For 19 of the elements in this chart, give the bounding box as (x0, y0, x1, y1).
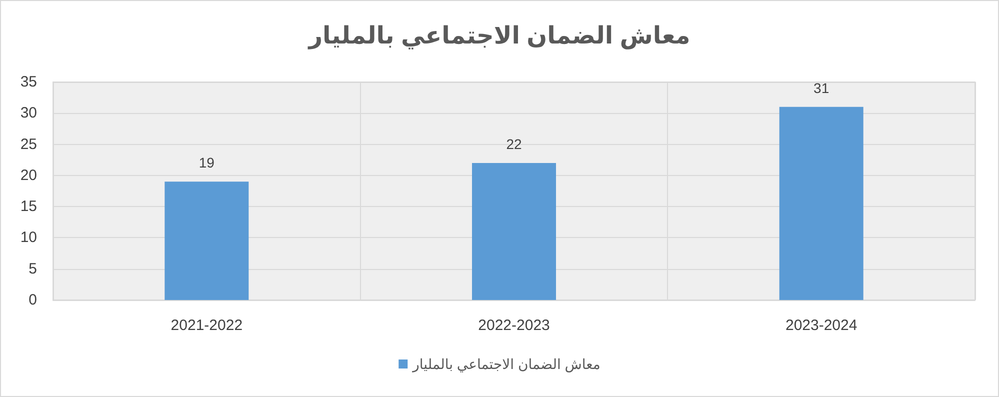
y-tick-label: 10 (20, 229, 37, 246)
y-tick-label: 5 (28, 260, 37, 278)
y-tick-label: 30 (20, 104, 37, 122)
bar (164, 182, 249, 300)
x-tick-label: 2022-2023 (478, 317, 550, 334)
y-tick-label: 0 (28, 292, 37, 308)
x-tick-label: 2021-2022 (170, 317, 243, 334)
y-tick-label: 25 (20, 136, 37, 153)
chart-title: معاش الضمان الاجتماعي بالمليار (308, 22, 690, 50)
data-label: 22 (506, 136, 522, 152)
data-label: 19 (198, 154, 215, 171)
x-tick-label: 2023-2024 (785, 317, 858, 334)
y-tick-label: 35 (20, 74, 37, 90)
bar (472, 162, 556, 300)
y-tick-label: 15 (20, 198, 37, 216)
legend-label: معاش الضمان الاجتماعي بالمليار (412, 356, 600, 373)
data-label: 31 (814, 80, 830, 96)
y-tick-label: 20 (20, 166, 37, 184)
bar (779, 106, 864, 300)
